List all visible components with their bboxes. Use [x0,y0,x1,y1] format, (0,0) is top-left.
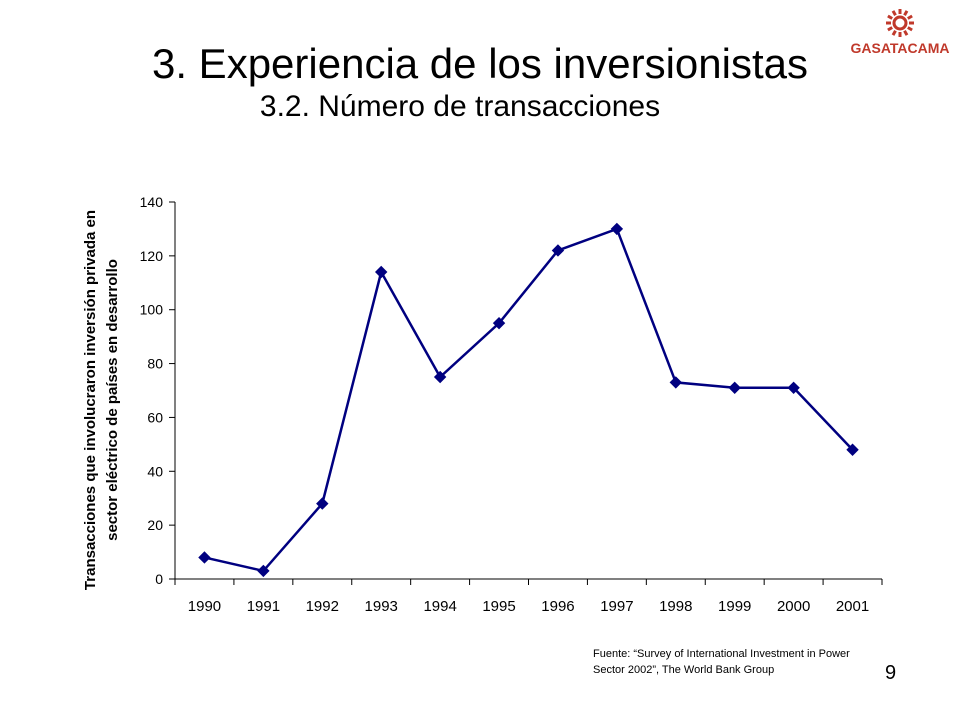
x-tick-label: 1994 [423,598,456,615]
data-point-1992 [316,497,329,510]
y-tick-label: 120 [140,248,164,264]
source-note: Fuente: “Survey of International Investm… [593,646,893,678]
data-point-1996 [551,244,565,257]
page-subtitle: 3.2. Número de transacciones [259,90,661,124]
x-tick-label: 1993 [365,598,398,615]
x-tick-label: 1990 [188,598,221,615]
y-axis-label-line2: sector eléctrico de países en desarrollo [104,259,121,541]
x-tick-label: 1997 [600,598,633,615]
source-line-2: Sector 2002”, The World Bank Group [593,664,775,676]
x-tick-label: 1995 [482,598,515,615]
data-point-1995 [492,316,506,330]
data-point-1994 [433,370,447,384]
slide-title: 3. Experiencia de los inversionistas 3.2… [0,40,960,125]
source-line-1: Fuente: “Survey of International Investm… [593,648,850,660]
x-tick-label: 1996 [541,598,574,615]
series-line [204,227,854,573]
data-point-1991 [257,564,270,578]
data-point-1999 [728,381,741,395]
y-tick-label: 20 [147,517,163,533]
line-chart: 0 20 40 60 80 100 120 140 1990 1991 1992 1993 1994 19… [140,194,883,615]
sun-logo-icon [886,9,914,37]
page-number: 9 [885,662,897,684]
data-point-1997 [610,222,624,236]
x-tick-label: 1999 [718,598,751,615]
logo-text: GASATACAMA [850,40,950,56]
chart-container: 0 20 40 60 80 100 120 140 1990 1991 1992 1993 1994 19… [0,160,960,630]
x-tick-label: 1992 [306,598,339,615]
y-tick-label: 60 [147,409,163,425]
y-tick-label: 0 [155,571,163,587]
y-axis-label-line1: Transacciones que involucraron inversión… [82,209,99,591]
data-point-2000 [787,381,800,395]
x-tick-label: 2000 [777,598,810,615]
data-point-1998 [669,376,682,389]
x-tick-label: 2001 [836,598,869,615]
x-tick-label: 1991 [247,598,280,615]
data-point-2001 [846,443,859,456]
page-title: 3. Experiencia de los inversionistas [151,40,808,87]
x-tick-label: 1998 [659,598,692,615]
y-tick-label: 100 [140,302,164,318]
y-tick-label: 140 [140,194,164,210]
data-point-1993 [375,265,388,279]
y-tick-label: 40 [147,463,163,479]
company-logo: GASATACAMA [846,6,954,64]
y-axis-label: Transacciones que involucraron inversión… [80,210,124,590]
data-point-1990 [198,551,211,564]
y-tick-label: 80 [147,356,163,372]
